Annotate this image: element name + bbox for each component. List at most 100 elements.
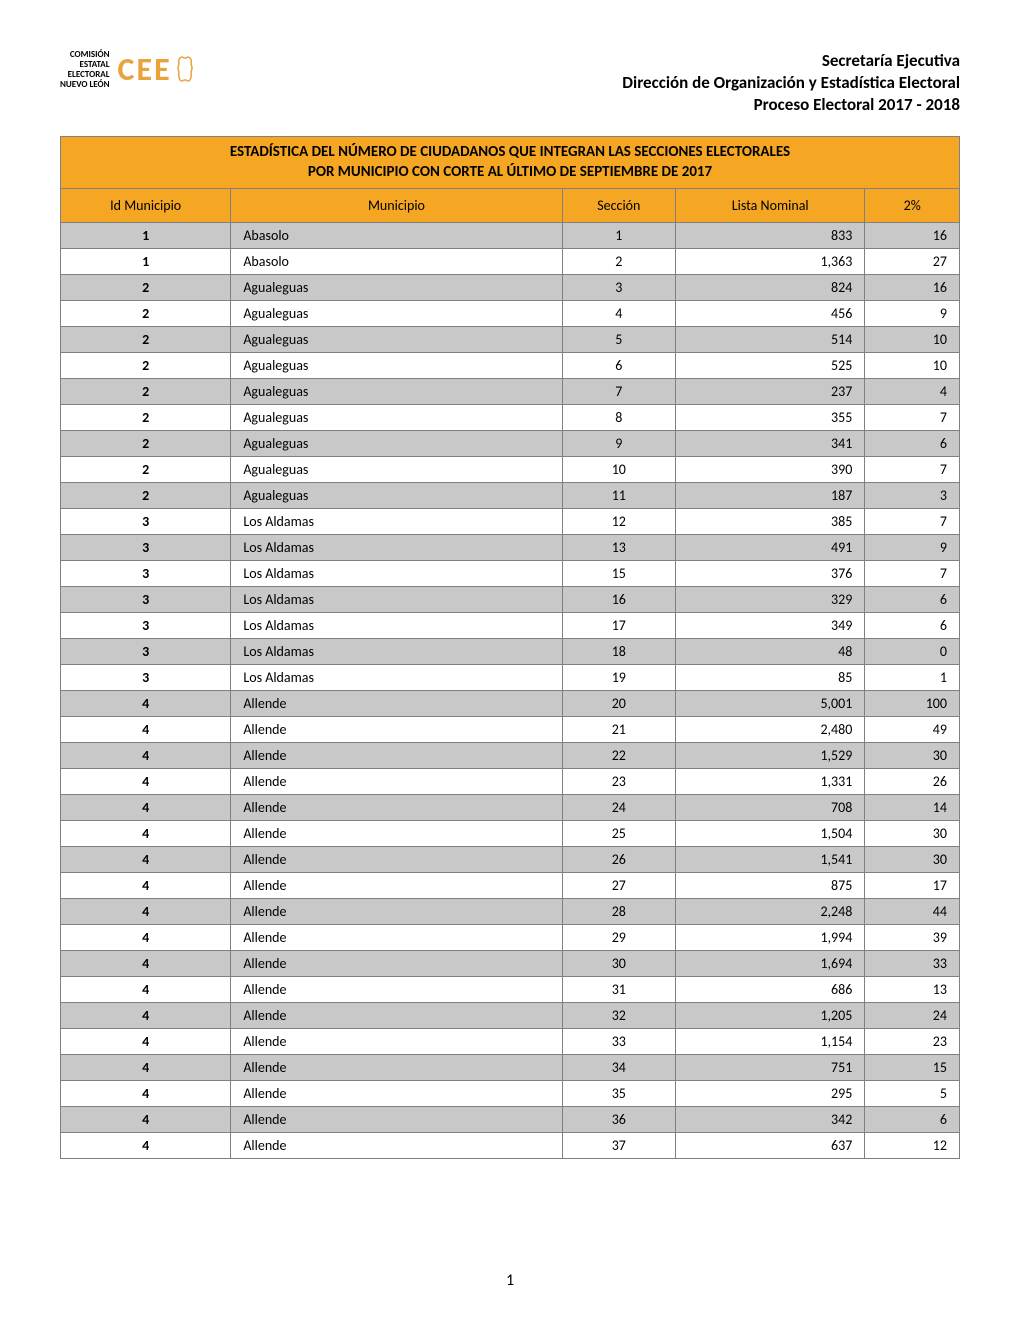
logo-shape-icon — [176, 56, 194, 84]
table-row: 1Abasolo21,36327 — [61, 249, 960, 275]
cell-lista: 237 — [676, 379, 865, 405]
cell-lista: 1,541 — [676, 847, 865, 873]
table-header-row: Id Municipio Municipio Sección Lista Nom… — [61, 189, 960, 223]
cell-municipio: Los Aldamas — [231, 587, 562, 613]
cell-seccion: 30 — [562, 951, 676, 977]
cell-seccion: 24 — [562, 795, 676, 821]
cell-municipio: Agualeguas — [231, 327, 562, 353]
cell-id: 4 — [61, 717, 231, 743]
cell-pct: 16 — [865, 275, 960, 301]
table-row: 2Agualeguas44569 — [61, 301, 960, 327]
cell-municipio: Allende — [231, 717, 562, 743]
table-row: 4Allende212,48049 — [61, 717, 960, 743]
cell-id: 3 — [61, 639, 231, 665]
cell-municipio: Agualeguas — [231, 431, 562, 457]
cell-seccion: 8 — [562, 405, 676, 431]
cell-pct: 6 — [865, 1107, 960, 1133]
cell-id: 3 — [61, 535, 231, 561]
cell-id: 2 — [61, 405, 231, 431]
cell-seccion: 20 — [562, 691, 676, 717]
cell-seccion: 17 — [562, 613, 676, 639]
cell-id: 2 — [61, 275, 231, 301]
table-row: 3Los Aldamas173496 — [61, 613, 960, 639]
table-row: 3Los Aldamas153767 — [61, 561, 960, 587]
table-row: 4Allende205,001100 — [61, 691, 960, 717]
data-table: Id Municipio Municipio Sección Lista Nom… — [60, 188, 960, 1159]
table-row: 4Allende282,24844 — [61, 899, 960, 925]
cell-id: 2 — [61, 431, 231, 457]
cell-lista: 5,001 — [676, 691, 865, 717]
header-line3: Proceso Electoral 2017 - 2018 — [622, 94, 960, 116]
cell-pct: 9 — [865, 535, 960, 561]
cell-seccion: 22 — [562, 743, 676, 769]
cell-id: 4 — [61, 1029, 231, 1055]
cell-lista: 85 — [676, 665, 865, 691]
cell-seccion: 33 — [562, 1029, 676, 1055]
cell-pct: 10 — [865, 353, 960, 379]
table-row: 1Abasolo183316 — [61, 223, 960, 249]
col-header-pct: 2% — [865, 189, 960, 223]
cell-seccion: 23 — [562, 769, 676, 795]
table-row: 2Agualeguas103907 — [61, 457, 960, 483]
cell-municipio: Allende — [231, 769, 562, 795]
table-row: 4Allende301,69433 — [61, 951, 960, 977]
cell-municipio: Allende — [231, 977, 562, 1003]
cell-pct: 23 — [865, 1029, 960, 1055]
cell-municipio: Los Aldamas — [231, 561, 562, 587]
cell-seccion: 15 — [562, 561, 676, 587]
cell-id: 4 — [61, 873, 231, 899]
cell-pct: 49 — [865, 717, 960, 743]
cell-id: 4 — [61, 951, 231, 977]
cell-lista: 708 — [676, 795, 865, 821]
cell-lista: 751 — [676, 1055, 865, 1081]
cell-id: 2 — [61, 301, 231, 327]
cell-pct: 10 — [865, 327, 960, 353]
cell-pct: 15 — [865, 1055, 960, 1081]
cell-lista: 1,994 — [676, 925, 865, 951]
logo-line4: NUEVO LEÓN — [60, 80, 110, 90]
cell-lista: 1,363 — [676, 249, 865, 275]
table-title-line2: POR MUNICIPIO CON CORTE AL ÚLTIMO DE SEP… — [69, 163, 951, 183]
table-row: 3Los Aldamas123857 — [61, 509, 960, 535]
cell-pct: 7 — [865, 405, 960, 431]
cell-seccion: 26 — [562, 847, 676, 873]
table-row: 4Allende352955 — [61, 1081, 960, 1107]
cell-municipio: Allende — [231, 899, 562, 925]
cell-lista: 824 — [676, 275, 865, 301]
table-row: 4Allende3763712 — [61, 1133, 960, 1159]
cell-seccion: 7 — [562, 379, 676, 405]
cell-pct: 3 — [865, 483, 960, 509]
cell-municipio: Los Aldamas — [231, 509, 562, 535]
cell-municipio: Allende — [231, 925, 562, 951]
col-header-lista: Lista Nominal — [676, 189, 865, 223]
col-header-municipio: Municipio — [231, 189, 562, 223]
table-row: 4Allende291,99439 — [61, 925, 960, 951]
cell-pct: 4 — [865, 379, 960, 405]
table-row: 3Los Aldamas163296 — [61, 587, 960, 613]
cell-pct: 6 — [865, 587, 960, 613]
table-row: 2Agualeguas93416 — [61, 431, 960, 457]
cell-pct: 30 — [865, 821, 960, 847]
cell-seccion: 34 — [562, 1055, 676, 1081]
cell-seccion: 37 — [562, 1133, 676, 1159]
cell-pct: 30 — [865, 743, 960, 769]
table-row: 4Allende3168613 — [61, 977, 960, 1003]
cell-seccion: 28 — [562, 899, 676, 925]
cell-seccion: 16 — [562, 587, 676, 613]
cell-seccion: 25 — [562, 821, 676, 847]
cell-municipio: Agualeguas — [231, 483, 562, 509]
cell-municipio: Allende — [231, 873, 562, 899]
cell-municipio: Abasolo — [231, 249, 562, 275]
cell-seccion: 2 — [562, 249, 676, 275]
cell-id: 4 — [61, 691, 231, 717]
cell-municipio: Agualeguas — [231, 379, 562, 405]
cell-id: 3 — [61, 665, 231, 691]
cell-municipio: Allende — [231, 1081, 562, 1107]
cell-id: 4 — [61, 977, 231, 1003]
cell-pct: 33 — [865, 951, 960, 977]
cell-id: 3 — [61, 587, 231, 613]
cell-lista: 390 — [676, 457, 865, 483]
logo-org-name: COMISIÓN ESTATAL ELECTORAL NUEVO LEÓN — [60, 50, 110, 90]
cell-seccion: 35 — [562, 1081, 676, 1107]
cell-pct: 7 — [865, 509, 960, 535]
